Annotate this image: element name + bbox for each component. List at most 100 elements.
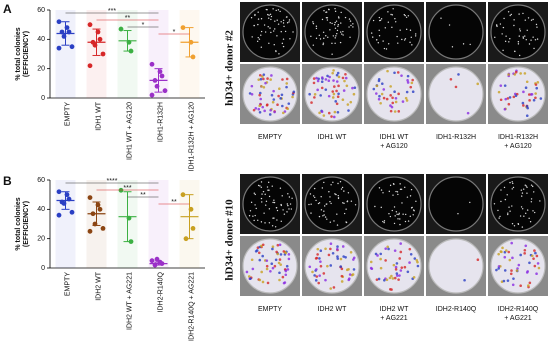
colony-marked <box>347 277 351 280</box>
colony-marked <box>522 90 525 94</box>
colony <box>318 202 321 204</box>
colony-marked <box>410 81 414 85</box>
colony-marked <box>395 262 399 265</box>
colony <box>342 202 344 204</box>
colony-marked <box>406 270 410 274</box>
colony-marked <box>408 261 411 264</box>
colony <box>322 215 324 217</box>
colony-marked <box>400 266 404 269</box>
colony <box>399 218 401 220</box>
colony-marked <box>313 93 317 96</box>
data-point <box>180 25 186 30</box>
colony-marked <box>519 72 522 75</box>
colony-marked <box>341 76 345 80</box>
colony-marked <box>324 278 327 282</box>
colony-marked <box>336 245 339 248</box>
colony <box>404 186 406 189</box>
colony <box>275 50 277 52</box>
colony-marked <box>409 252 413 256</box>
colony <box>346 200 349 202</box>
colony-marked <box>285 82 289 85</box>
colony <box>348 26 350 28</box>
colony-marked <box>316 88 319 92</box>
colony-marked <box>319 94 322 97</box>
colony <box>518 54 521 57</box>
data-point <box>152 78 158 83</box>
colony <box>267 13 269 16</box>
colony <box>321 187 324 189</box>
colony-marked <box>391 96 394 100</box>
colony <box>343 190 345 192</box>
colony <box>323 37 325 40</box>
colony <box>352 26 354 28</box>
column-label: IDH2-R140Q <box>498 306 539 313</box>
significance-label: **** <box>107 178 118 185</box>
colony-marked <box>349 250 353 254</box>
colony-marked <box>250 84 254 88</box>
colony <box>462 43 465 45</box>
colony <box>378 35 381 37</box>
colony <box>524 35 526 37</box>
colony-marked <box>405 90 409 94</box>
colony <box>287 204 289 207</box>
colony-marked <box>268 113 272 116</box>
colony-marked <box>401 100 405 103</box>
colony <box>404 14 406 17</box>
colony <box>268 195 271 198</box>
colony <box>339 181 342 183</box>
colony-marked <box>388 276 392 280</box>
colony <box>500 189 502 191</box>
colony-marked <box>334 100 338 103</box>
colony-marked <box>332 286 336 289</box>
colony <box>522 188 525 190</box>
colony-marked <box>345 268 349 272</box>
colony <box>409 29 412 31</box>
colony <box>509 210 511 212</box>
colony <box>393 206 396 208</box>
colony <box>396 191 399 193</box>
colony-marked <box>391 277 395 280</box>
colony <box>255 207 257 210</box>
colony <box>520 206 523 208</box>
y-axis-label: % total colonies(EFFICIENCY) <box>15 27 30 80</box>
data-point <box>56 45 62 51</box>
colony <box>349 20 352 22</box>
colony-marked <box>377 277 381 281</box>
colony-marked <box>330 115 333 118</box>
data-point <box>100 226 106 231</box>
colony <box>272 201 274 204</box>
colony-marked <box>315 268 318 271</box>
colony-marked <box>523 72 527 75</box>
colony <box>522 37 525 39</box>
colony-marked <box>312 77 316 80</box>
colony <box>524 184 526 186</box>
data-point <box>149 61 155 67</box>
colony <box>318 34 321 37</box>
colony <box>527 17 530 19</box>
colony <box>321 18 324 21</box>
colony <box>337 25 339 28</box>
colony-marked <box>331 251 335 255</box>
colony <box>329 22 331 24</box>
data-point <box>92 42 98 48</box>
colony <box>511 181 513 183</box>
colony-marked <box>385 97 389 101</box>
colony <box>257 219 259 221</box>
colony <box>323 205 326 207</box>
y-axis-label: % total colonies(EFFICIENCY) <box>15 197 30 250</box>
colony <box>534 39 537 41</box>
colony-marked <box>279 253 283 256</box>
significance-label: ** <box>125 15 131 22</box>
colony <box>392 8 394 10</box>
colony-marked <box>339 257 343 261</box>
colony <box>404 220 407 223</box>
data-point <box>64 25 70 30</box>
data-point <box>64 192 70 198</box>
colony-marked <box>415 258 419 262</box>
colony <box>337 194 339 197</box>
colony-marked <box>395 272 399 275</box>
colony <box>399 183 401 185</box>
colony <box>396 35 398 38</box>
panel-letter: A <box>3 2 12 16</box>
colony <box>336 224 339 226</box>
